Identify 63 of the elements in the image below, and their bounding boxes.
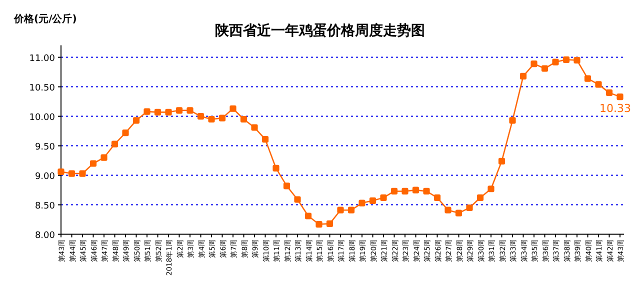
- point: [230, 105, 236, 112]
- point: [283, 182, 290, 190]
- point: [455, 210, 462, 216]
- point: [294, 196, 301, 203]
- point: [132, 117, 140, 124]
- point: [218, 114, 226, 122]
- point: [154, 108, 162, 116]
- point: [240, 116, 248, 123]
- point: [584, 75, 592, 82]
- point: [251, 124, 258, 131]
- point: [262, 136, 269, 143]
- point: [444, 206, 452, 214]
- point: [111, 140, 118, 148]
- point: [498, 158, 506, 164]
- point: [541, 65, 548, 72]
- point: [434, 194, 441, 202]
- point: [186, 107, 194, 114]
- point: [369, 197, 376, 204]
- point: [208, 116, 215, 123]
- point: [402, 188, 408, 195]
- point: [574, 56, 580, 64]
- y-axis-title: 价格(元/公斤): [13, 13, 77, 25]
- point: [562, 56, 570, 63]
- point: [79, 170, 86, 177]
- point: [390, 188, 398, 195]
- y-tick-label: 10.00: [29, 112, 56, 123]
- point: [552, 58, 559, 66]
- point: [412, 186, 420, 194]
- point: [606, 89, 613, 96]
- point: [530, 60, 538, 68]
- point: [165, 108, 172, 116]
- point: [144, 108, 150, 115]
- point: [272, 164, 280, 172]
- point: [380, 194, 387, 202]
- data-label: 10.33: [600, 102, 631, 115]
- point: [326, 220, 334, 227]
- chart-title: 陕西省近一年鸡蛋价格周度走势图: [215, 22, 425, 39]
- y-tick-label: 8.00: [34, 230, 56, 241]
- point: [176, 107, 183, 114]
- point: [488, 186, 494, 192]
- point: [509, 117, 516, 124]
- point: [595, 81, 602, 88]
- point: [520, 72, 527, 80]
- y-tick-label: 11.00: [29, 54, 56, 64]
- point: [197, 113, 204, 120]
- point: [90, 160, 97, 167]
- y-tick-label: 9.00: [34, 172, 56, 182]
- point: [337, 206, 344, 214]
- y-tick-label: 10.50: [29, 83, 56, 94]
- y-tick-label: 8.50: [34, 201, 56, 212]
- point: [358, 200, 366, 206]
- point: [100, 154, 108, 161]
- point: [58, 168, 64, 176]
- point: [68, 170, 76, 177]
- point: [122, 130, 129, 136]
- point: [423, 188, 430, 195]
- point: [476, 194, 484, 202]
- point: [304, 212, 312, 220]
- point: [616, 94, 624, 100]
- point: [316, 220, 322, 228]
- point: [348, 206, 355, 214]
- point: [466, 204, 473, 212]
- y-tick-label: 9.50: [34, 142, 56, 152]
